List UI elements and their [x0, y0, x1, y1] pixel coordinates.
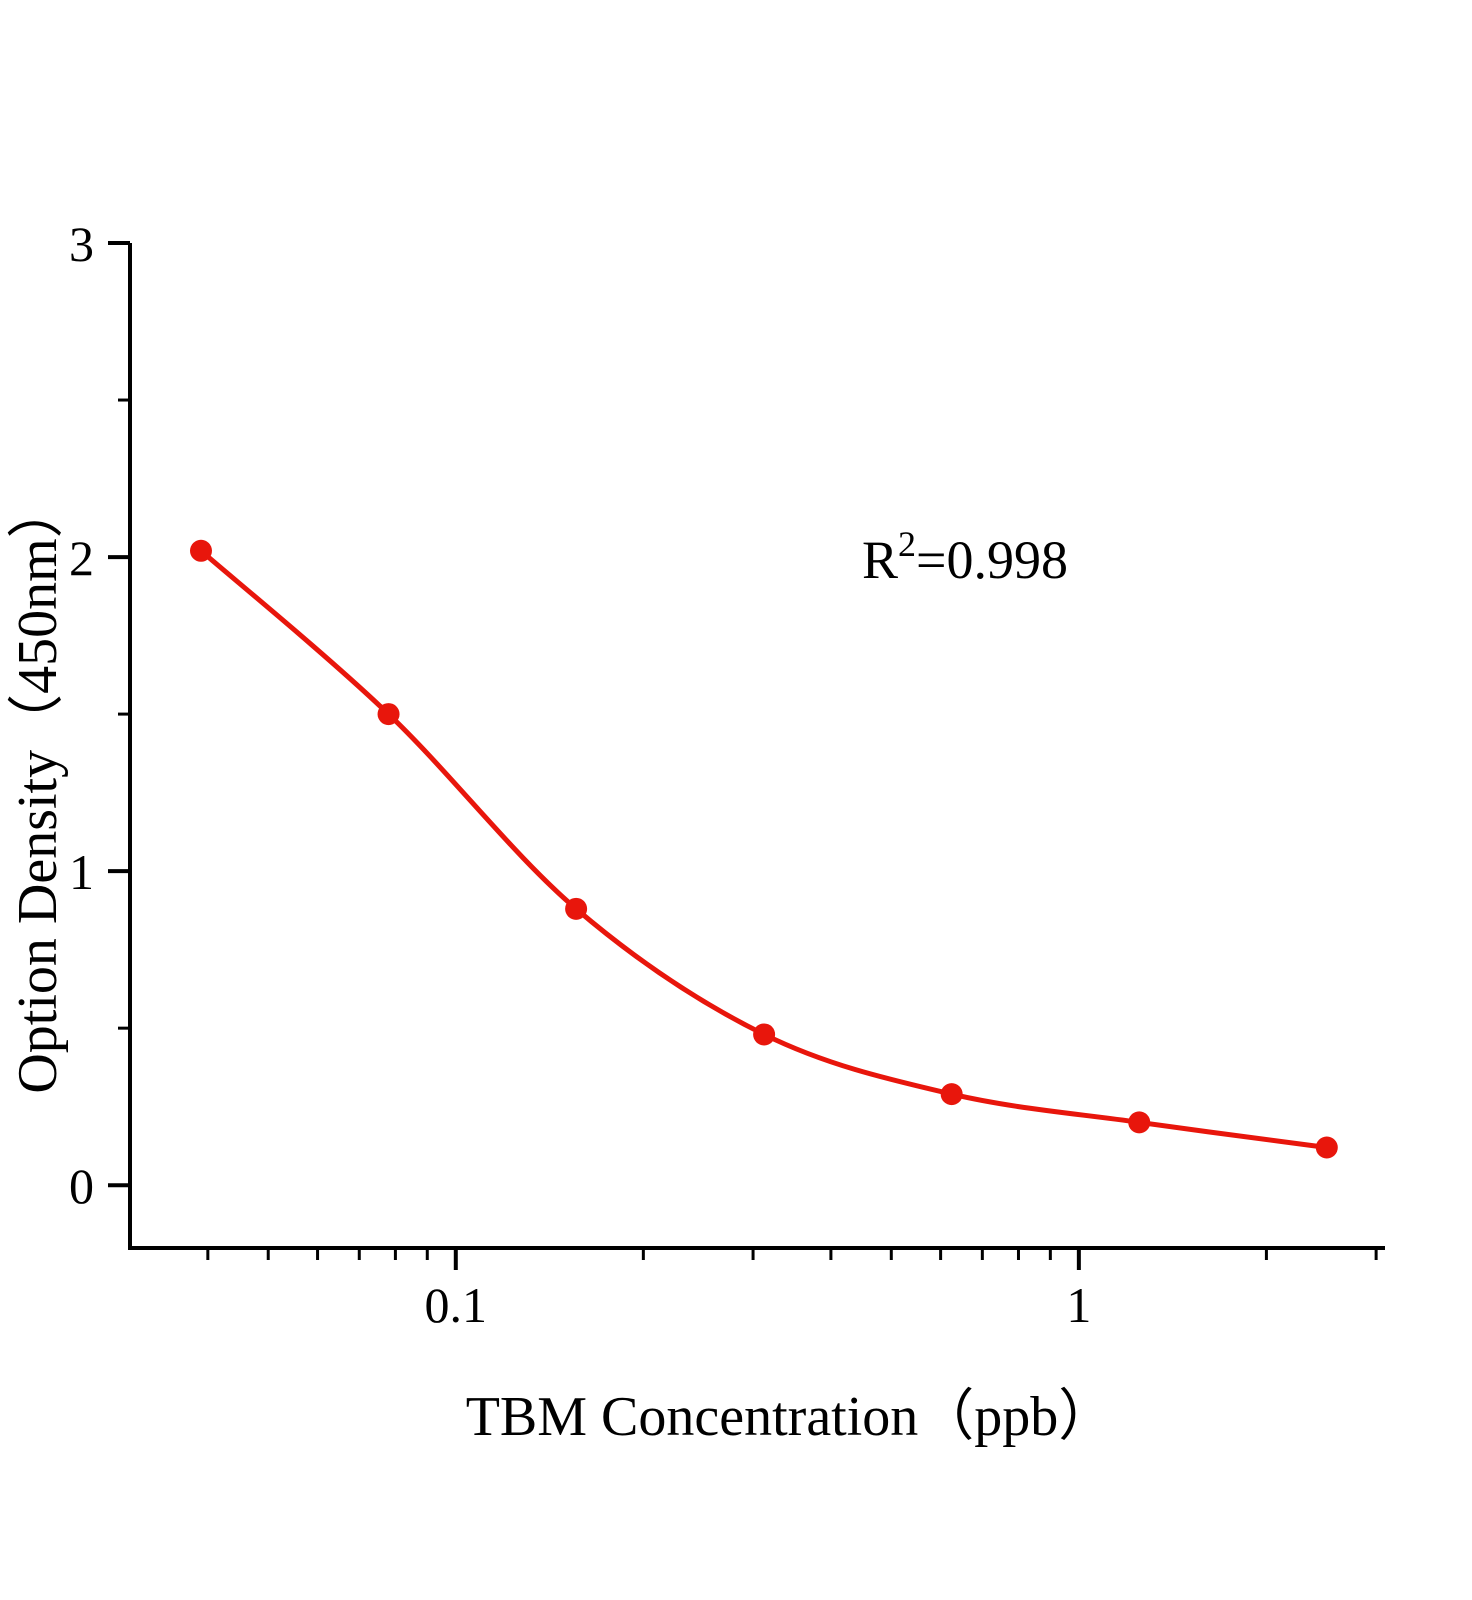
- y-tick-label: 1: [69, 844, 94, 900]
- r-squared-base: R: [862, 530, 898, 590]
- x-tick-label: 1: [1066, 1277, 1091, 1333]
- y-tick-label: 3: [69, 216, 94, 272]
- data-point: [565, 897, 588, 920]
- data-point: [753, 1023, 776, 1046]
- data-point: [189, 539, 212, 562]
- plot-area: 0 1 2 3 0.1 1: [69, 216, 1385, 1333]
- x-axis-label: TBM Concentration（ppb）: [466, 1386, 1115, 1448]
- data-point: [377, 703, 400, 726]
- fit-curve: [198, 548, 1330, 1150]
- data-point: [940, 1083, 963, 1106]
- r-squared-annotation: R2=0.998: [862, 524, 1068, 590]
- x-tick-label: 0.1: [425, 1277, 488, 1333]
- data-point: [1128, 1111, 1151, 1134]
- y-axis-label: Option Density（450nm）: [7, 482, 69, 1093]
- r-squared-value: =0.998: [916, 530, 1068, 590]
- data-point: [1315, 1136, 1338, 1159]
- r-squared-superscript: 2: [898, 524, 916, 564]
- y-tick-label: 2: [69, 530, 94, 586]
- y-tick-label: 0: [69, 1158, 94, 1214]
